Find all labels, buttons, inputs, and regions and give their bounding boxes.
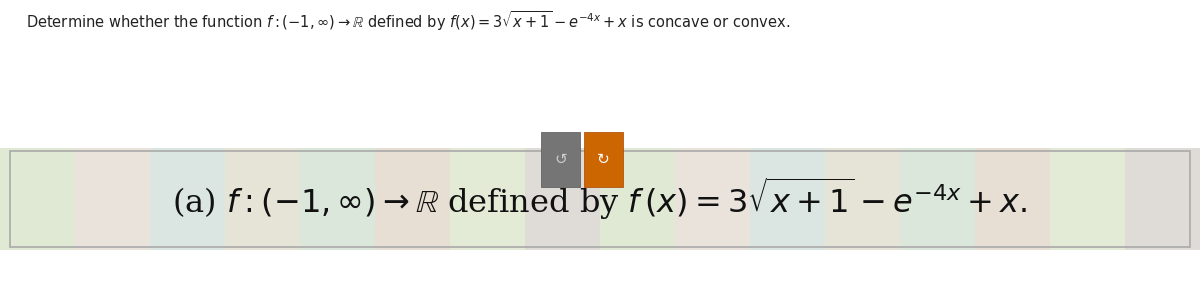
Bar [600,148,674,250]
Text: ↻: ↻ [598,152,610,167]
Bar [1050,148,1126,250]
Text: (a) $f: (-1, \infty) \to \mathbb{R}$ defined by $f\,(x) = 3\sqrt{x+1} - e^{-4x} : (a) $f: (-1, \infty) \to \mathbb{R}$ def… [173,176,1027,222]
Bar [150,148,226,250]
Bar [300,148,374,250]
Bar [526,148,600,250]
Bar [826,148,900,250]
Bar [226,148,300,250]
Bar [1126,148,1200,250]
Bar [374,148,450,250]
Bar [450,148,526,250]
Bar [0,148,74,250]
Bar [974,148,1050,250]
FancyBboxPatch shape [584,132,623,187]
Bar [0,148,1200,250]
Bar [10,151,1190,247]
Bar [74,148,150,250]
Bar [900,148,974,250]
Text: Determine whether the function $f:(-1,\infty) \to \mathbb{R}$ defined by $f(x) =: Determine whether the function $f:(-1,\i… [26,9,791,33]
FancyBboxPatch shape [541,132,580,187]
Text: ↺: ↺ [554,152,566,167]
Bar [674,148,750,250]
Bar [750,148,826,250]
